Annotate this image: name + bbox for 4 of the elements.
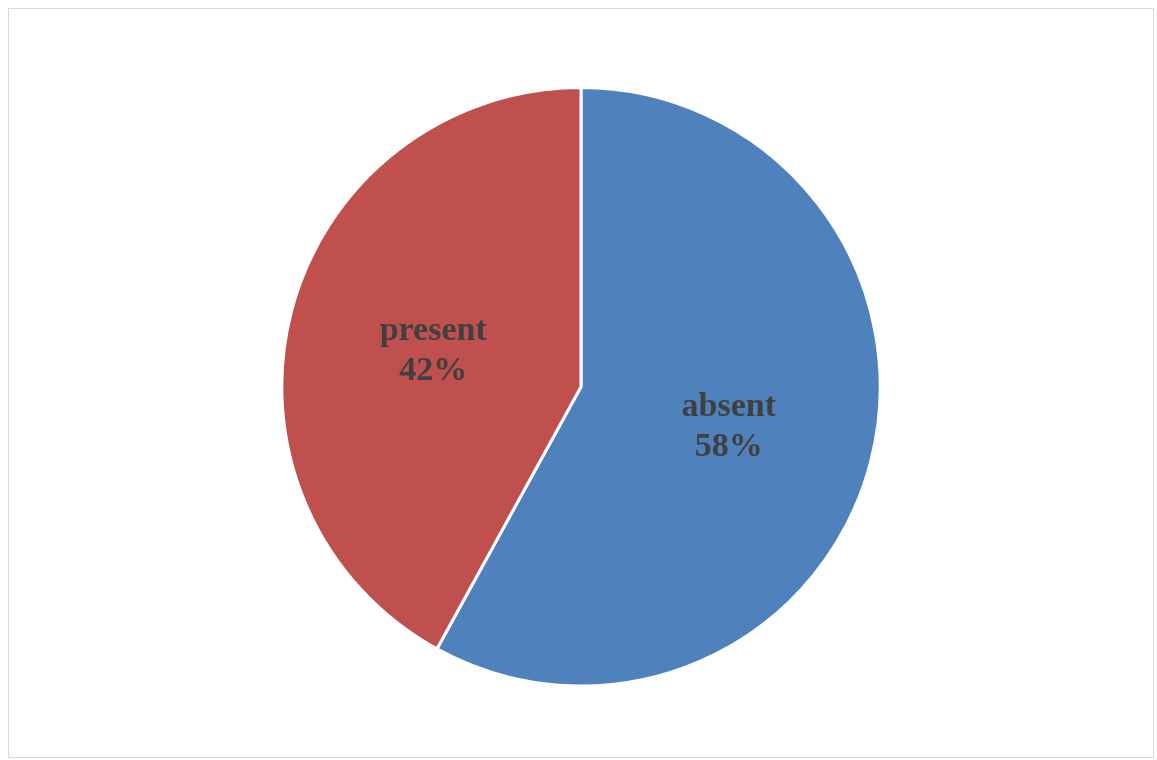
slice-label: absent	[681, 386, 777, 424]
data-label: 42%	[399, 350, 468, 388]
slice-label: present	[379, 310, 488, 348]
data-label: 58%	[694, 426, 763, 464]
